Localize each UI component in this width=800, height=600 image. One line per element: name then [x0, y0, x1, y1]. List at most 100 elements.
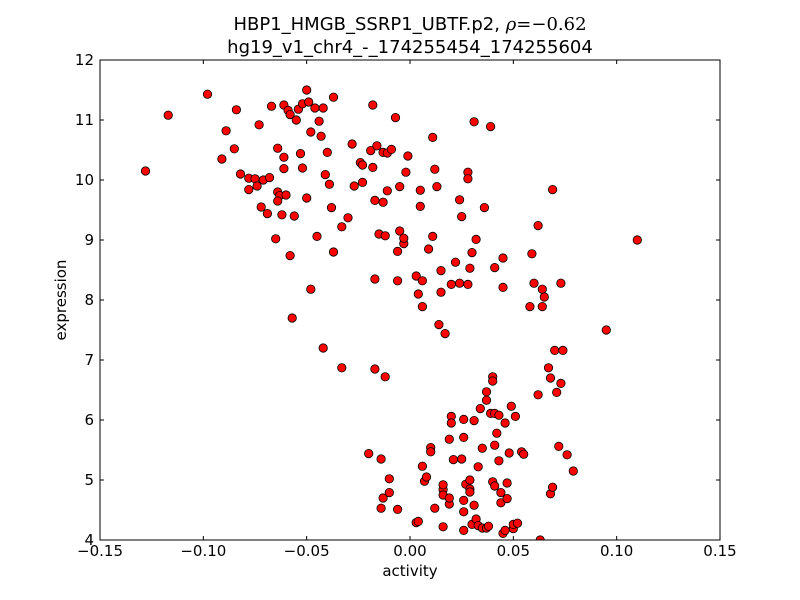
data-point: [465, 475, 475, 485]
data-point: [502, 478, 512, 488]
data-point: [297, 163, 308, 173]
data-point: [378, 493, 388, 503]
chart-title-line1: HBP1_HMGB_SSRP1_UBTF.p2, ρ=−0.62: [233, 14, 586, 35]
data-point: [543, 363, 554, 373]
data-point: [386, 144, 396, 154]
data-point: [533, 221, 543, 231]
data-point: [392, 246, 403, 256]
data-point: [568, 466, 578, 476]
data-point: [380, 372, 390, 382]
data-point: [415, 201, 425, 211]
title-prefix: HBP1_HMGB_SSRP1_UBTF.p2,: [233, 14, 505, 35]
data-point: [490, 481, 500, 491]
y-tick-label: 4: [84, 531, 94, 549]
data-point: [392, 504, 403, 514]
data-point: [256, 202, 266, 212]
data-point: [312, 231, 322, 241]
data-point: [496, 487, 506, 498]
data-point: [426, 447, 436, 457]
data-point: [306, 284, 316, 294]
data-point: [252, 181, 262, 191]
data-point: [395, 226, 405, 236]
data-point: [537, 301, 547, 312]
data-point: [318, 343, 328, 353]
data-point: [316, 131, 326, 141]
x-tick-label: 0.10: [600, 542, 633, 560]
data-point: [477, 443, 487, 453]
data-point: [481, 395, 492, 405]
data-point: [347, 139, 357, 149]
data-point: [459, 507, 469, 517]
data-point: [494, 456, 504, 466]
y-tick-label: 9: [84, 231, 94, 249]
data-point: [446, 279, 456, 289]
y-tick-label: 6: [84, 411, 94, 429]
data-point: [364, 448, 374, 459]
data-point: [328, 92, 339, 102]
data-point: [438, 522, 448, 532]
data-point: [366, 146, 376, 156]
title-rho-value: =−0.62: [516, 14, 586, 35]
data-point: [302, 85, 312, 95]
data-point: [337, 222, 347, 232]
data-point: [436, 287, 446, 297]
data-point: [457, 212, 467, 222]
data-point: [519, 449, 529, 459]
data-point: [459, 432, 469, 442]
y-tick-label: 11: [75, 111, 94, 129]
x-tick-label: −0.05: [284, 542, 330, 560]
data-point: [277, 210, 287, 220]
data-point: [430, 503, 440, 513]
title-rho-symbol: ρ: [505, 14, 517, 35]
x-tick-label: −0.15: [77, 542, 123, 560]
data-point: [368, 162, 378, 172]
y-axis-label: expression: [52, 260, 70, 341]
data-point: [273, 143, 283, 153]
data-point: [382, 186, 392, 196]
data-point: [202, 89, 213, 99]
data-point: [490, 440, 500, 450]
data-point: [475, 403, 485, 414]
data-point: [262, 209, 272, 219]
data-point: [357, 160, 368, 170]
data-point: [539, 292, 549, 302]
data-point: [547, 185, 558, 195]
data-point: [440, 328, 450, 339]
data-point: [384, 474, 394, 484]
data-point: [533, 390, 543, 400]
data-point: [469, 117, 479, 127]
data-point: [310, 103, 320, 113]
x-tick-label: 0.00: [393, 542, 426, 560]
data-point: [357, 177, 368, 187]
data-point: [306, 127, 316, 137]
data-point: [463, 174, 473, 184]
data-point: [500, 418, 510, 428]
data-point: [415, 185, 425, 195]
data-point: [556, 278, 566, 288]
data-point: [370, 274, 380, 284]
data-point: [525, 301, 535, 312]
data-point: [399, 233, 409, 243]
data-point: [554, 441, 564, 451]
data-point: [384, 487, 394, 498]
data-point: [469, 500, 479, 510]
data-point: [403, 151, 413, 161]
data-point: [488, 376, 498, 386]
data-point: [632, 235, 642, 245]
data-point: [295, 149, 306, 159]
data-point: [481, 387, 492, 397]
data-point: [469, 415, 479, 426]
data-point: [390, 113, 401, 123]
data-point: [302, 193, 312, 203]
data-point: [421, 472, 432, 482]
data-point: [271, 234, 281, 244]
data-point: [479, 203, 489, 213]
data-point: [395, 182, 405, 192]
data-point: [401, 167, 411, 177]
data-point: [527, 249, 537, 259]
data-point: [552, 387, 562, 397]
data-point: [368, 100, 378, 110]
data-point: [229, 144, 239, 154]
data-point: [558, 345, 568, 355]
data-point: [428, 132, 438, 142]
